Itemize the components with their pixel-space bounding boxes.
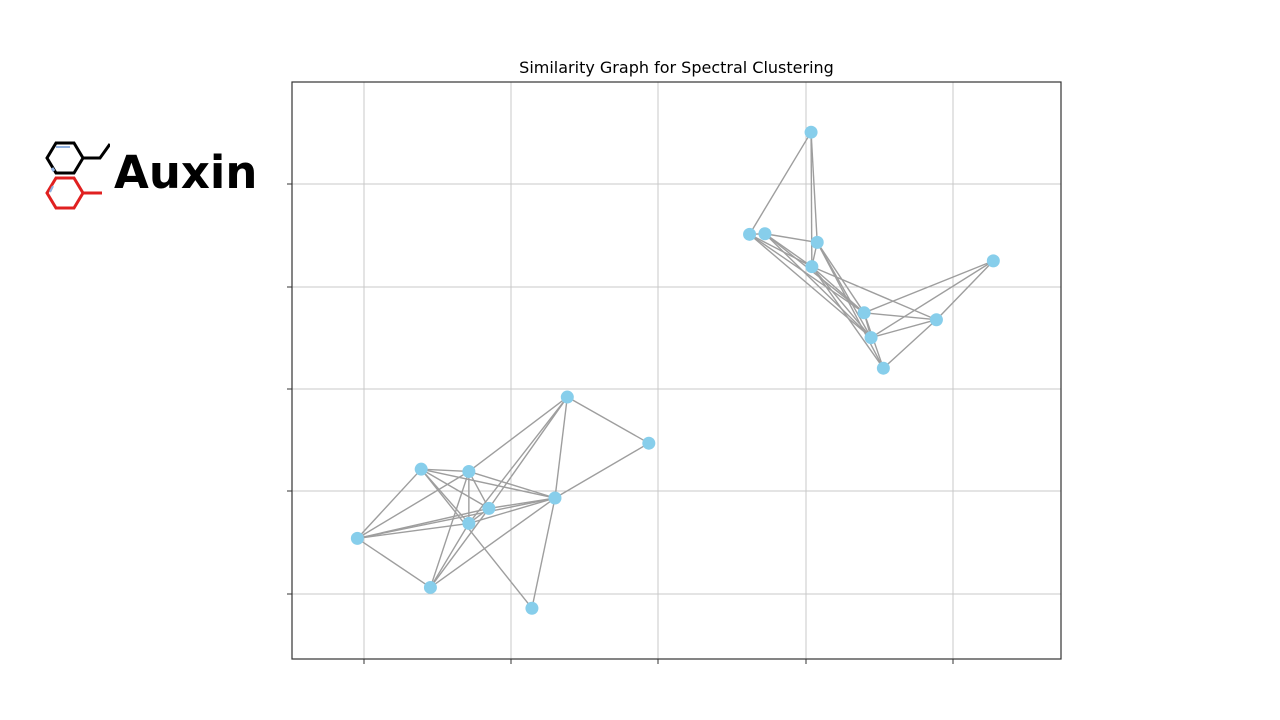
graph-node — [986, 254, 1000, 268]
graph-node — [350, 531, 364, 545]
graph-edge — [811, 265, 937, 321]
graph-node — [414, 462, 428, 476]
graph-edge — [863, 260, 994, 314]
graph-edge — [420, 468, 533, 609]
logo-text: Auxin — [114, 146, 258, 199]
graph-node — [805, 260, 819, 274]
graph-node — [876, 361, 890, 375]
graph-node — [482, 501, 496, 515]
graph-node — [929, 313, 943, 327]
graph-edge — [429, 471, 470, 588]
graph-edge — [816, 242, 865, 314]
graph-edge — [429, 507, 490, 588]
graph-node — [864, 331, 878, 345]
graph-edge — [870, 260, 994, 339]
graph-edge — [356, 468, 422, 539]
graph-edge — [554, 442, 650, 499]
graph-edge — [810, 132, 818, 243]
plot-frame — [291, 81, 1062, 660]
graph-node — [462, 516, 476, 530]
molecule-icon — [45, 141, 110, 210]
graph-node — [857, 306, 871, 320]
graph-node — [758, 227, 772, 241]
graph-edge — [421, 468, 469, 473]
graph-edge — [420, 468, 490, 510]
graph-edge — [357, 470, 470, 540]
graph-edge — [429, 523, 470, 588]
graph-edge — [468, 497, 556, 525]
graph-edge — [882, 319, 937, 369]
graph-edge — [764, 233, 818, 244]
graph-edge — [749, 233, 872, 339]
chart-title: Similarity Graph for Spectral Clustering — [519, 58, 834, 77]
graph-edge — [748, 131, 812, 235]
graph-node — [560, 390, 574, 404]
graph-edge — [749, 233, 813, 268]
graph-node — [462, 464, 476, 478]
graph-edge — [749, 233, 865, 314]
graph-edge — [421, 468, 556, 499]
graph-node — [525, 601, 539, 615]
graph-edge — [430, 497, 556, 589]
edges — [356, 131, 994, 609]
graph-edge — [468, 470, 556, 499]
graph-node — [810, 235, 824, 249]
graph-edge — [468, 471, 490, 509]
graph-node — [548, 491, 562, 505]
graph-edge — [870, 319, 937, 339]
graph-edge — [488, 396, 568, 509]
nodes — [350, 125, 1000, 615]
graph-edge — [468, 396, 568, 473]
graph-edge — [357, 497, 556, 540]
graph-node — [642, 436, 656, 450]
graph-node — [743, 227, 757, 241]
graph-edge — [531, 497, 556, 609]
graph-edge — [356, 537, 431, 589]
graph-edge — [810, 132, 813, 267]
logo: Auxin — [40, 138, 260, 218]
graph-node — [804, 125, 818, 139]
grid — [287, 82, 1061, 664]
graph-edge — [935, 260, 994, 321]
graph-edge — [566, 396, 650, 444]
graph-edge — [811, 266, 872, 339]
graph-edge — [811, 266, 865, 314]
graph-edge — [554, 396, 568, 499]
graph-edge — [864, 312, 937, 321]
graph-edge — [357, 522, 469, 540]
graph-edge — [811, 266, 884, 369]
graph-edge — [816, 242, 884, 369]
graph-node — [423, 580, 437, 594]
